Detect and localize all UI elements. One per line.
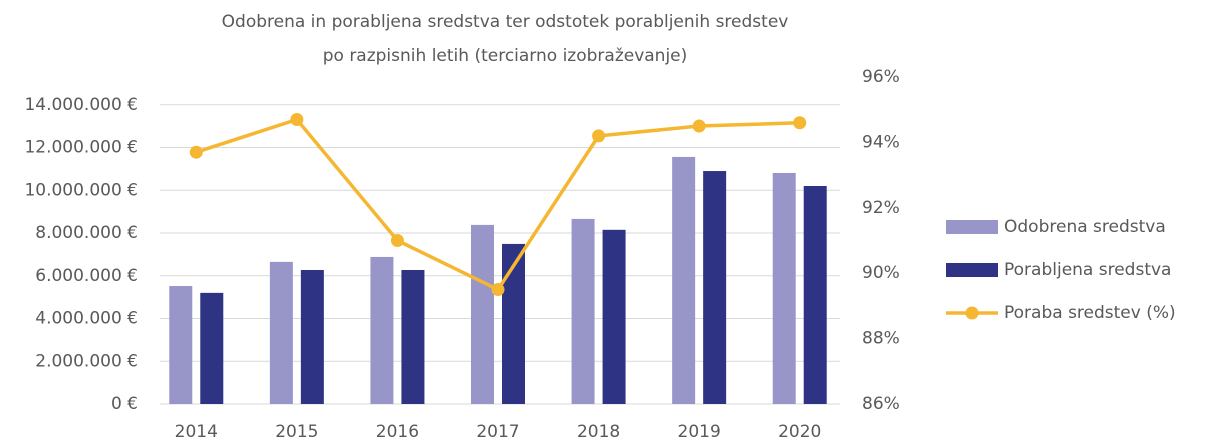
y-tick-label: 12.000.000 € [24, 138, 138, 158]
line-point [491, 283, 505, 297]
legend-label: Odobrena sredstva [1004, 217, 1166, 237]
bar [672, 156, 696, 404]
x-tick-label: 2018 [577, 422, 620, 442]
y-tick-label: 14.000.000 € [24, 95, 138, 115]
x-tick-label: 2019 [678, 422, 721, 442]
bar [502, 243, 525, 404]
y2-tick-label: 90% [862, 263, 900, 283]
line-point [189, 145, 203, 159]
y2-tick-label: 88% [862, 329, 900, 349]
x-tick-label: 2020 [778, 422, 821, 442]
legend-label: Porabljena sredstva [1004, 260, 1171, 280]
x-tick-label: 2014 [175, 422, 218, 442]
bar [602, 229, 626, 404]
y-tick-label: 4.000.000 € [35, 309, 138, 329]
line-point [793, 116, 807, 130]
bar [571, 218, 595, 404]
line-point [692, 119, 706, 133]
y2-tick-label: 92% [862, 198, 900, 218]
bar [300, 269, 324, 404]
x-tick-label: 2016 [376, 422, 419, 442]
line-point [592, 129, 606, 143]
chart-title: Odobrena in porabljena sredstva ter odst… [222, 12, 789, 32]
x-tick-label: 2017 [476, 422, 519, 442]
y2-tick-label: 94% [862, 132, 900, 152]
chart-title: po razpisnih letih (terciarno izobraževa… [323, 46, 688, 66]
bar [703, 171, 727, 404]
y-tick-label: 10.000.000 € [24, 180, 138, 200]
x-tick-label: 2015 [275, 422, 318, 442]
bar [169, 286, 193, 404]
bar [370, 256, 394, 404]
legend-label: Poraba sredstev (%) [1004, 303, 1176, 323]
bar [200, 292, 224, 404]
y-tick-label: 0 € [111, 394, 138, 414]
y-tick-label: 2.000.000 € [35, 351, 138, 371]
line-point [390, 234, 404, 247]
legend-swatch [946, 263, 998, 277]
y2-tick-label: 96% [862, 67, 900, 87]
legend-swatch [965, 306, 979, 320]
bar [269, 261, 293, 404]
y-tick-label: 8.000.000 € [35, 223, 138, 243]
line-point [290, 113, 304, 127]
legend-swatch [946, 220, 998, 234]
y2-tick-label: 86% [862, 394, 900, 414]
bar [803, 186, 827, 404]
y-tick-label: 6.000.000 € [35, 266, 138, 286]
bar [401, 269, 425, 404]
bar [471, 224, 494, 404]
bar [772, 172, 796, 404]
